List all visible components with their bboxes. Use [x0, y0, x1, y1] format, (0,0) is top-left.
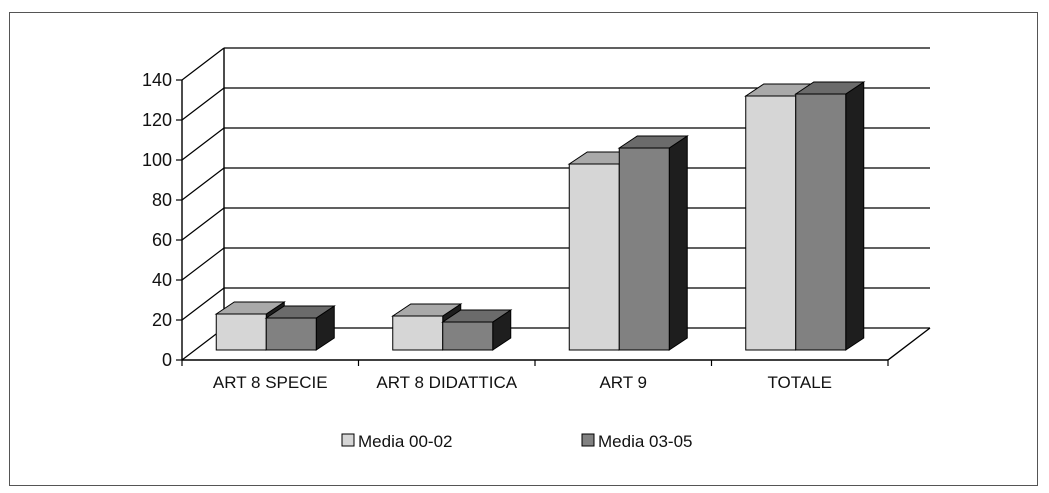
- legend-label: Media 00-02: [358, 432, 453, 451]
- gridline-diagonal: [181, 247, 225, 281]
- bar-series-1: [568, 163, 620, 351]
- bar-series-1: [745, 95, 797, 351]
- legend-swatch-1: [341, 433, 355, 447]
- x-tick-label: ART 8 SPECIE: [213, 373, 328, 392]
- y-tick-label: 20: [152, 310, 172, 330]
- y-tick-label: 0: [162, 350, 172, 370]
- y-tick-label: 60: [152, 230, 172, 250]
- gridline-diagonal: [181, 207, 225, 241]
- gridline-diagonal: [181, 167, 225, 201]
- y-tick-label: 40: [152, 270, 172, 290]
- chart-frame: [9, 12, 1038, 486]
- gridline-diagonal: [181, 87, 225, 121]
- legend-swatch-2: [581, 433, 595, 447]
- bar-series-2: [795, 93, 847, 351]
- bar-series-1: [392, 315, 444, 351]
- bar-side-2: [845, 81, 865, 351]
- bar-series-2: [618, 147, 670, 351]
- x-tick-label: ART 8 DIDATTICA: [376, 373, 517, 392]
- y-tick-label: 80: [152, 190, 172, 210]
- bar-side-2: [668, 135, 688, 351]
- x-tick-label: TOTALE: [767, 373, 832, 392]
- y-tick-label: 100: [142, 150, 172, 170]
- floor-right-edge: [887, 327, 931, 361]
- bar-series-1: [215, 313, 267, 351]
- legend-label: Media 03-05: [598, 432, 693, 451]
- bar-series-2: [265, 317, 317, 351]
- gridline-diagonal: [181, 287, 225, 321]
- y-tick-label: 120: [142, 110, 172, 130]
- y-tick-label: 140: [142, 70, 172, 90]
- gridline-diagonal: [181, 47, 225, 81]
- x-tick-label: ART 9: [599, 373, 647, 392]
- gridline-diagonal: [181, 127, 225, 161]
- bar-series-2: [442, 321, 494, 351]
